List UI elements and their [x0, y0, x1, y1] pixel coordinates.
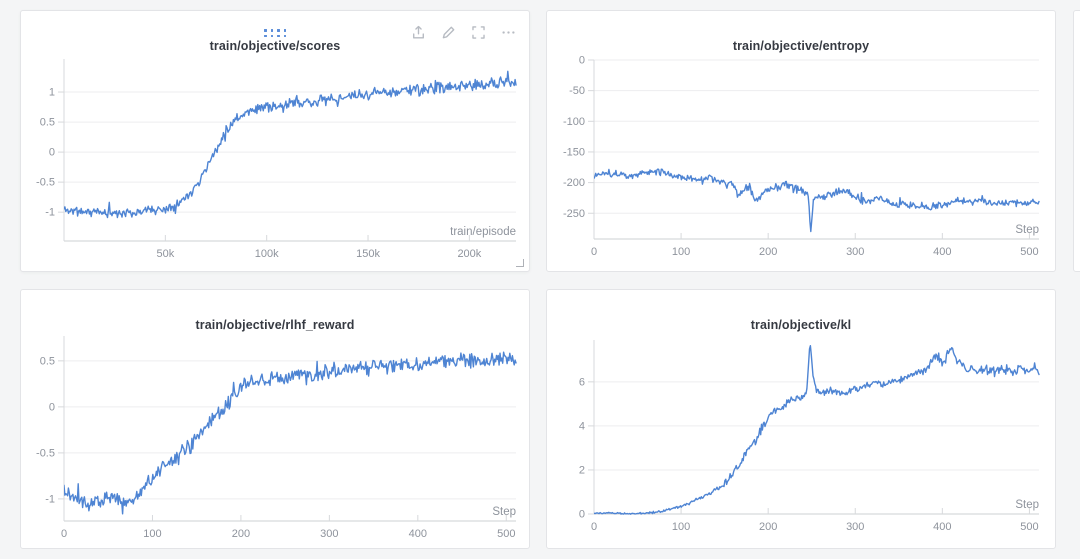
x-tick-label: 0 — [591, 521, 597, 533]
y-tick-label: 0.5 — [40, 117, 55, 129]
series-line — [594, 168, 1040, 233]
x-tick-label: 50k — [156, 248, 174, 260]
chart-svg: 0 -50 -100 -150 -200 -250 0 100 200 300 400 500 Step — [563, 55, 1040, 258]
chart-entropy[interactable]: 0 -50 -100 -150 -200 -250 0 100 200 300 400 500 Step — [547, 11, 1055, 271]
panel-scores: train/objective/scores 1 0.5 0 -0.5 -1 50k 100… — [20, 10, 530, 272]
x-tick-label: 300 — [846, 246, 864, 258]
overflow-menu-icon[interactable] — [500, 24, 517, 41]
x-tick-label: 300 — [320, 528, 338, 540]
y-tick-label: -1 — [45, 493, 55, 505]
panel-partial — [1073, 10, 1080, 272]
y-tick-label: -1 — [45, 207, 55, 219]
x-tick-label: 500 — [497, 528, 515, 540]
panel-title: train/objective/scores — [209, 39, 341, 53]
x-tick-label: 500 — [1020, 246, 1038, 258]
x-tick-label: 200 — [759, 246, 777, 258]
panel-title: train/objective/rlhf_reward — [195, 318, 355, 332]
x-tick-label: 200 — [232, 528, 250, 540]
x-axis-label: Step — [1015, 499, 1039, 511]
y-tick-label: 4 — [579, 420, 585, 432]
resize-handle[interactable] — [516, 259, 524, 267]
panel-entropy: train/objective/entropy 0 -50 -100 -150 -200… — [546, 10, 1056, 272]
y-tick-label: -0.5 — [36, 177, 55, 189]
x-tick-label: 100k — [255, 248, 279, 260]
y-tick-label: 0 — [49, 147, 55, 159]
y-tick-label: 0 — [579, 509, 585, 521]
y-tick-label: 2 — [579, 464, 585, 476]
chart-scores[interactable]: 1 0.5 0 -0.5 -1 50k 100k 150k 200k train/episode — [21, 11, 529, 271]
x-tick-label: 0 — [591, 246, 597, 258]
panel-title: train/objective/entropy — [732, 39, 870, 53]
y-tick-label: 0 — [49, 401, 55, 413]
x-tick-label: 200k — [457, 248, 481, 260]
fullscreen-icon[interactable] — [470, 24, 487, 41]
y-tick-label: -150 — [563, 146, 585, 158]
x-tick-label: 100 — [672, 521, 690, 533]
x-tick-label: 100 — [672, 246, 690, 258]
x-tick-label: 100 — [143, 528, 161, 540]
series-line — [64, 351, 517, 515]
y-tick-label: -0.5 — [36, 447, 55, 459]
drag-handle-icon[interactable] — [262, 27, 288, 39]
series-line — [64, 70, 517, 219]
y-tick-label: -50 — [569, 85, 585, 97]
y-tick-label: -250 — [563, 208, 585, 220]
x-tick-label: 400 — [933, 246, 951, 258]
y-tick-label: 6 — [579, 376, 585, 388]
series-line — [594, 345, 1040, 515]
x-axis-label: train/episode — [450, 226, 516, 238]
x-tick-label: 0 — [61, 528, 67, 540]
y-tick-label: 0 — [579, 55, 585, 67]
chart-rlhf-reward[interactable]: 0.5 0 -0.5 -1 0 100 200 300 400 500 Step — [21, 290, 529, 548]
panel-title: train/objective/kl — [750, 318, 852, 332]
chart-svg: 0.5 0 -0.5 -1 0 100 200 300 400 500 Step — [36, 336, 517, 540]
y-tick-label: -200 — [563, 177, 585, 189]
x-tick-label: 500 — [1020, 521, 1038, 533]
panel-toolbar — [410, 24, 517, 41]
export-icon[interactable] — [410, 24, 427, 41]
panel-rlhf-reward: train/objective/rlhf_reward 0.5 0 -0.5 -1 0 1… — [20, 289, 530, 549]
x-tick-label: 400 — [409, 528, 427, 540]
chart-svg: 1 0.5 0 -0.5 -1 50k 100k 150k 200k train/episode — [36, 59, 517, 260]
y-tick-label: 0.5 — [40, 355, 55, 367]
chart-kl[interactable]: 6 4 2 0 0 100 200 300 400 500 Step — [547, 290, 1055, 548]
x-tick-label: 200 — [759, 521, 777, 533]
x-tick-label: 150k — [356, 248, 380, 260]
panel-kl: train/objective/kl 6 4 2 0 0 100 200 300 400 500 S… — [546, 289, 1056, 549]
x-axis-label: Step — [1015, 224, 1039, 236]
y-tick-label: 1 — [49, 87, 55, 99]
x-tick-label: 300 — [846, 521, 864, 533]
x-tick-label: 400 — [933, 521, 951, 533]
x-axis-label: Step — [492, 506, 516, 518]
edit-icon[interactable] — [440, 24, 457, 41]
y-tick-label: -100 — [563, 116, 585, 128]
